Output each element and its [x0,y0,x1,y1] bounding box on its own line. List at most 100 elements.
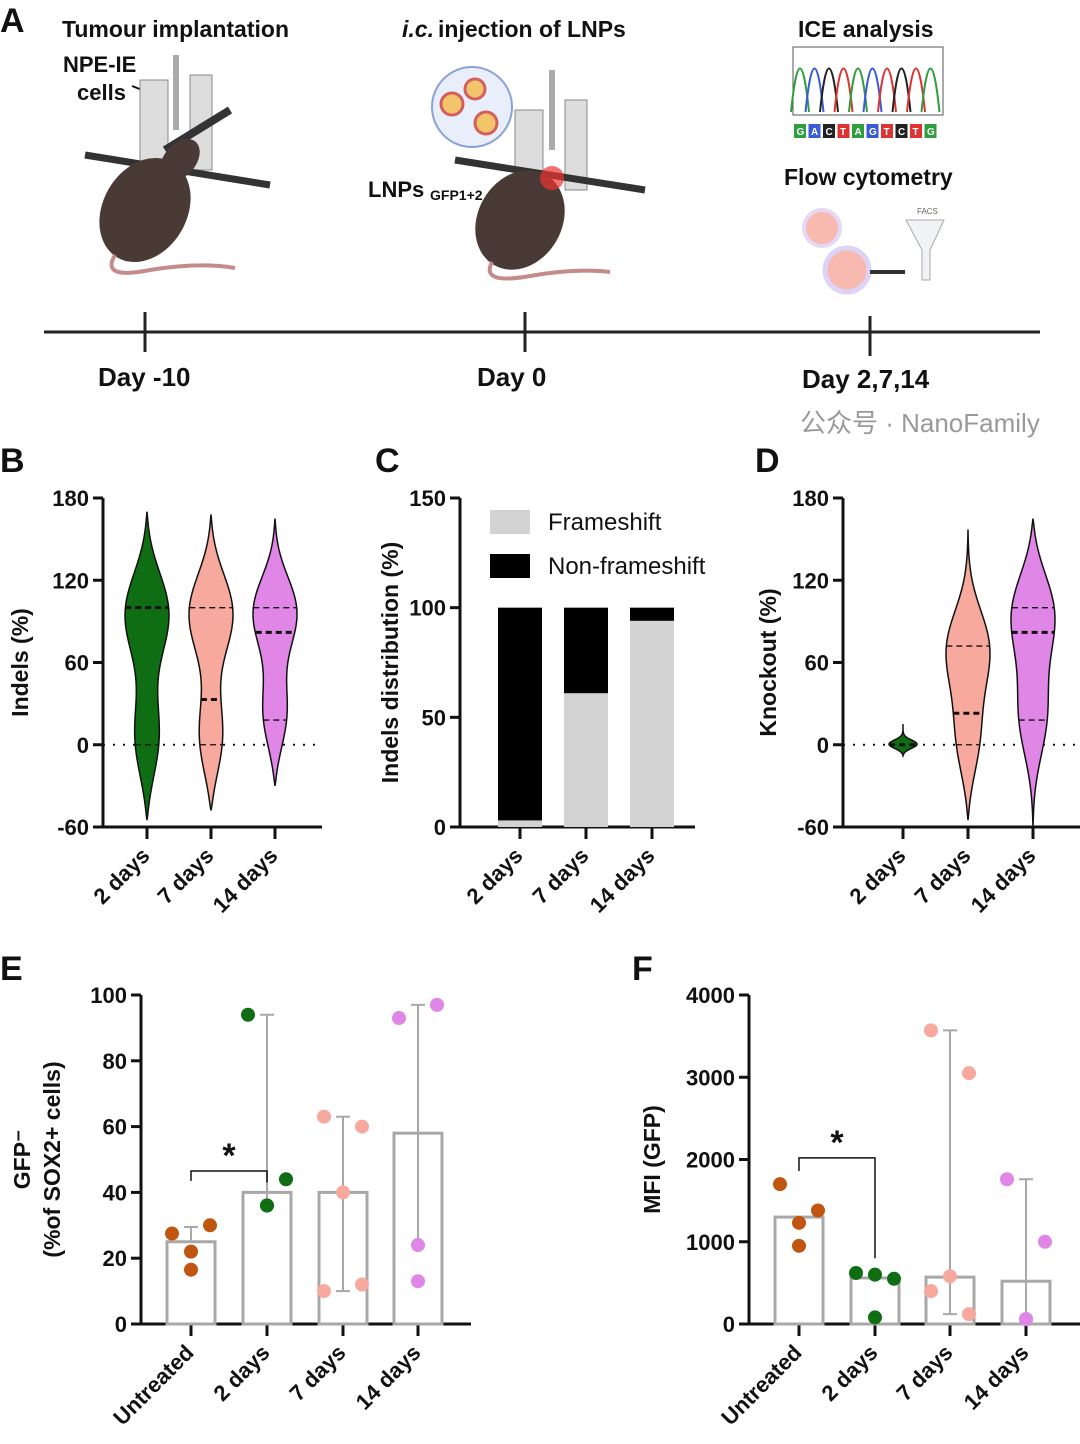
base-letter: G [927,127,935,138]
step1-cells: NPE-IE [63,52,136,77]
timeline-day-2-7-14: Day 2,7,14 [802,364,930,394]
y-axis-title: Indels (%) [7,608,33,717]
y-tick-label: 60 [805,651,829,676]
x-tick-label: 14 days [585,843,660,918]
lnp-icon [431,66,513,148]
data-point [1019,1312,1033,1327]
data-point [355,1119,369,1134]
panel-a-letter: A [0,2,25,40]
timeline-day-0: Day 0 [477,362,546,392]
y-tick-label: 60 [103,1115,127,1140]
data-point [411,1238,425,1253]
step1-title: Tumour implantation [62,16,289,42]
y-tick-label: 180 [792,486,829,511]
y-axis-title: Indels distribution (%) [377,542,403,784]
base-block [924,124,937,138]
chart-panel-f: 0 1000 2000 3000 4000 Untreated 2 days 7 days 14… [639,983,1080,1430]
y-tick-label: 80 [103,1049,127,1074]
y-tick-label: 0 [434,815,446,840]
x-tick-label: 2 days [816,1340,882,1406]
data-point [811,1203,825,1218]
y-tick-label: 100 [90,983,127,1008]
base-block [910,124,922,138]
data-point [792,1238,806,1253]
base-letter: C [826,127,833,138]
y-tick-label: 0 [77,733,89,758]
data-point [336,1185,350,1200]
watermark: 公众号 · NanoFamily [800,408,1040,438]
data-point [203,1218,217,1233]
y-tick-label: 120 [52,568,89,593]
violin-14-days [1010,518,1056,828]
base-letter: C [898,127,905,138]
data-point [392,1011,406,1026]
x-tick-label: 14 days [351,1340,426,1415]
base-block [852,124,864,138]
data-point [355,1277,369,1292]
mouse-icon [99,138,236,275]
data-point [773,1177,787,1192]
violin-2-days [124,511,170,821]
data-point [868,1267,882,1282]
base-block [866,124,879,138]
data-point [792,1215,806,1230]
x-tick-label: 7 days [891,1340,957,1406]
y-tick-label: 50 [422,705,446,730]
x-tick-label: 2 days [88,843,154,909]
violin-shape [188,514,234,811]
data-point [943,1269,957,1284]
significance-bracket [190,1170,268,1183]
violin-shape [1010,518,1056,828]
violin-7-days [188,514,234,811]
x-tick-label: 7 days [284,1340,350,1406]
y-tick-label: 4000 [686,983,735,1008]
base-letter: G [869,127,877,138]
data-point [868,1310,882,1325]
base-letter: A [811,127,818,138]
panel-d-letter: D [755,442,780,480]
step1-cells2: cells [77,80,126,105]
bar-segment-frameshift [498,820,542,827]
base-letter: T [913,127,919,138]
x-tick-label: 14 days [966,843,1041,918]
y-tick-label: 120 [792,568,829,593]
data-point [184,1244,198,1259]
chart-panel-e: 0 20 40 60 80 100 Untreated 2 days 7 days 14 days… [9,983,471,1430]
base-block [837,124,850,138]
y-tick-label: 100 [409,596,446,621]
bar-segment-non-frameshift [564,607,608,694]
panel-e-letter: E [0,950,23,988]
flow-cytometry-icon: FACS [802,207,945,295]
base-block [823,124,835,138]
violin-shape [124,511,170,821]
step2-title: injection of LNPs [438,16,626,42]
y-tick-label: 20 [103,1246,127,1271]
x-tick-label: 2 days [844,843,910,909]
base-block [794,124,806,138]
violin-shape [945,529,991,821]
y-axis-title: Knockout (%) [755,588,781,736]
base-block [808,124,821,138]
base-block [881,124,893,138]
data-point [279,1172,293,1187]
y-tick-label: 0 [115,1312,127,1337]
significance-star: * [830,1124,844,1162]
bar [773,1215,825,1326]
legend-label: Frameshift [548,509,662,536]
x-tick-label: 14 days [959,1340,1034,1415]
data-point [1000,1172,1014,1187]
violin-14-days [252,518,298,786]
bar-segment-frameshift [630,620,674,827]
data-point [260,1198,274,1213]
y-tick-label: 150 [409,486,446,511]
base-letter: T [884,127,890,138]
y-tick-label: 180 [52,486,89,511]
legend-swatch [490,554,530,578]
data-point [184,1262,198,1277]
data-point [1038,1234,1052,1249]
data-point [924,1284,938,1299]
x-tick-label: Untreated [108,1340,198,1430]
